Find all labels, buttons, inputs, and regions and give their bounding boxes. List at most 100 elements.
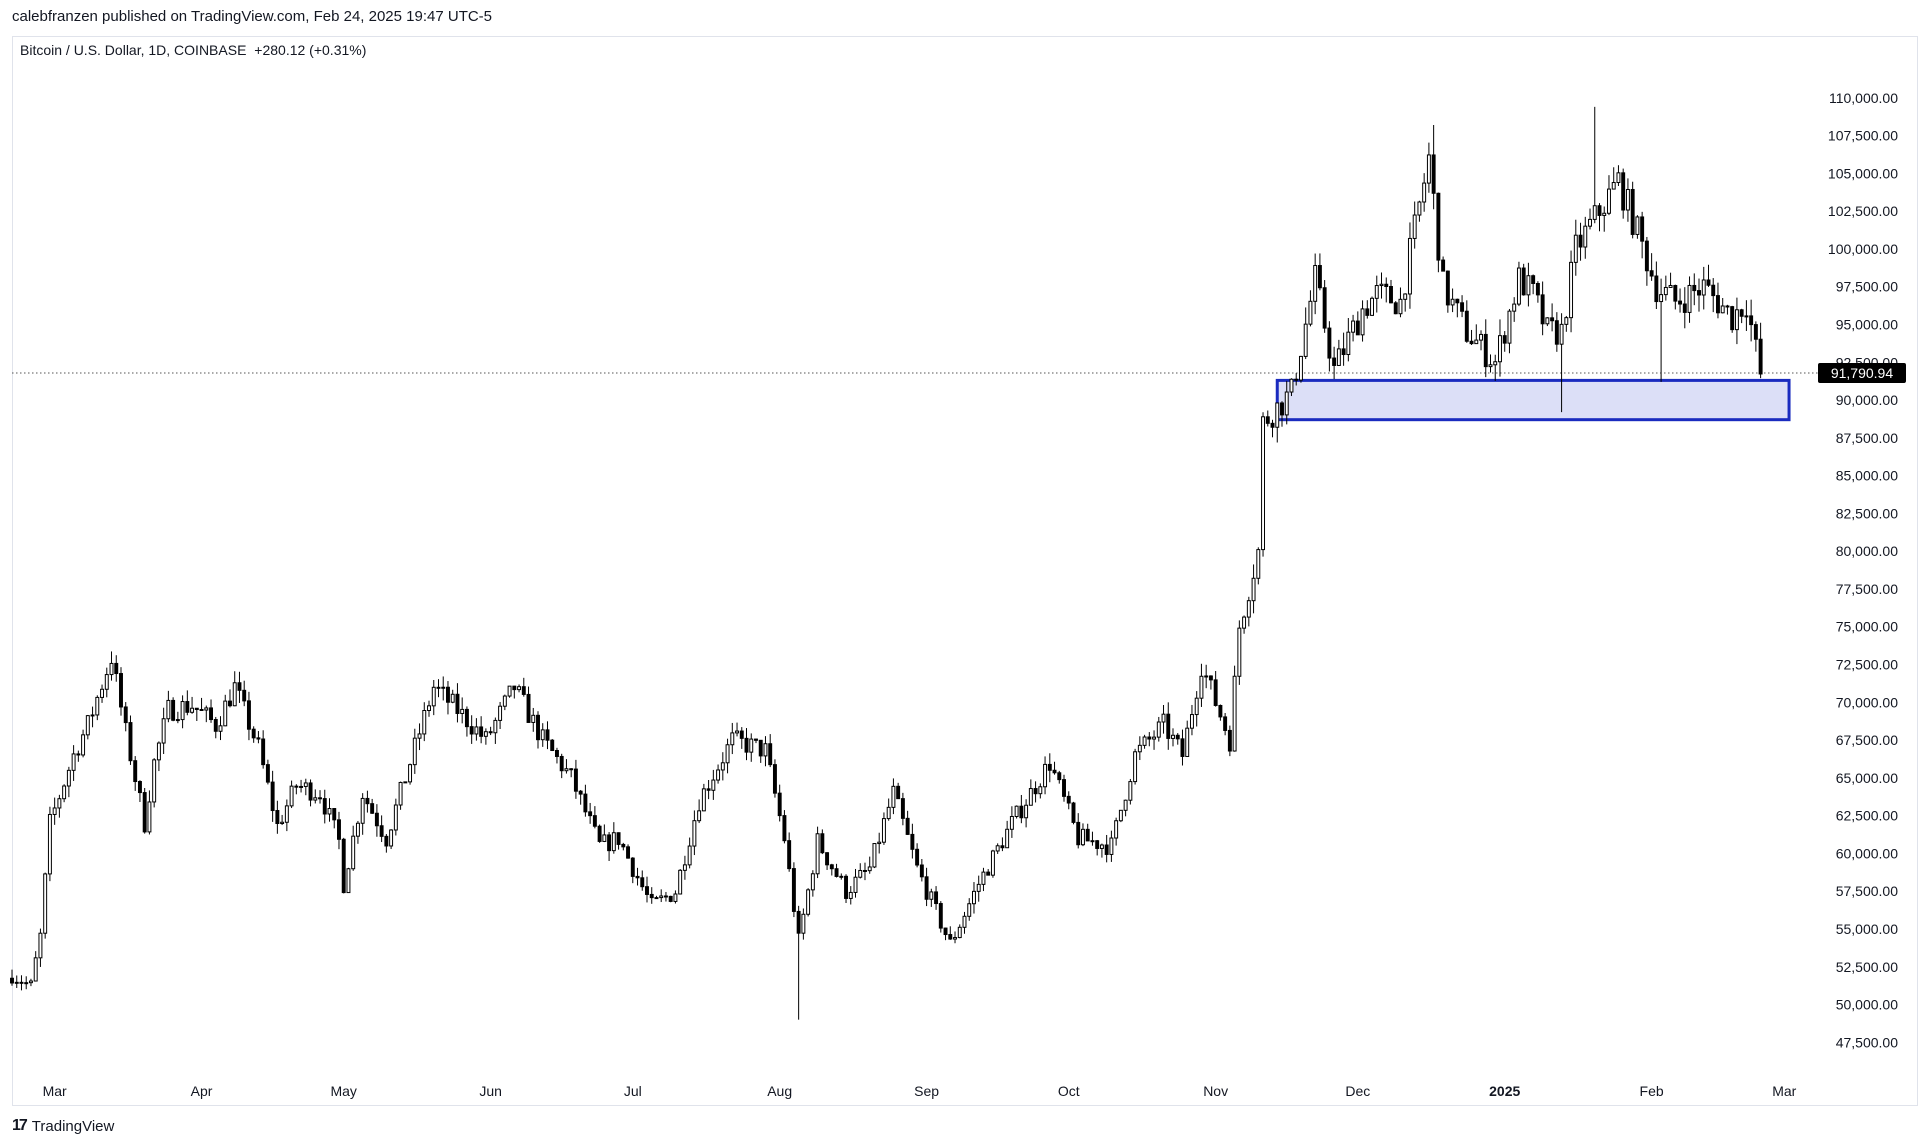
candle bbox=[1545, 317, 1550, 327]
candle bbox=[365, 790, 370, 813]
candle bbox=[829, 863, 834, 876]
candle bbox=[384, 834, 389, 853]
candle bbox=[1242, 615, 1247, 634]
candle bbox=[1384, 277, 1389, 303]
candle bbox=[1038, 783, 1043, 799]
tradingview-logo[interactable]: 17 TradingView bbox=[12, 1117, 114, 1135]
symbol-header[interactable]: Bitcoin / U.S. Dollar, 1D, COINBASE +280… bbox=[20, 42, 370, 58]
candle bbox=[858, 863, 863, 879]
candle bbox=[1005, 820, 1010, 849]
candle bbox=[152, 758, 157, 808]
candle bbox=[1450, 288, 1455, 313]
candle bbox=[1417, 200, 1422, 222]
candle bbox=[237, 671, 242, 703]
x-tick-label: Feb bbox=[1640, 1083, 1664, 1099]
candle bbox=[1426, 142, 1431, 193]
candle bbox=[1294, 373, 1299, 386]
candle bbox=[436, 679, 441, 698]
candle bbox=[483, 728, 488, 745]
candle bbox=[33, 951, 38, 982]
candle bbox=[213, 716, 218, 739]
candle bbox=[379, 815, 384, 843]
candle bbox=[796, 905, 801, 1020]
candle bbox=[697, 799, 702, 824]
candle bbox=[1246, 596, 1251, 627]
candle bbox=[995, 843, 1000, 854]
candle bbox=[692, 810, 697, 856]
candle bbox=[1668, 272, 1673, 288]
candle bbox=[474, 718, 479, 741]
candle bbox=[1313, 253, 1318, 315]
candle bbox=[1502, 331, 1507, 352]
candle bbox=[142, 787, 147, 834]
candle bbox=[228, 689, 232, 708]
y-tick-label: 105,000.00 bbox=[1828, 165, 1898, 181]
candle bbox=[919, 859, 924, 882]
candle bbox=[1379, 272, 1384, 299]
candle bbox=[24, 976, 29, 990]
candle bbox=[1365, 300, 1370, 319]
candle bbox=[346, 867, 351, 894]
candle bbox=[1720, 298, 1725, 314]
candle bbox=[47, 806, 52, 882]
price-axis[interactable]: 110,000.00 107,500.00 105,000.00 102,500.00… bbox=[1828, 90, 1898, 1051]
candle bbox=[1621, 168, 1626, 219]
candle bbox=[1526, 262, 1531, 307]
support-zone-box[interactable] bbox=[1275, 378, 1791, 422]
support-zone[interactable] bbox=[1275, 378, 1791, 422]
candle bbox=[1227, 725, 1232, 757]
candle bbox=[1085, 823, 1090, 842]
candle bbox=[1564, 315, 1569, 332]
candle bbox=[85, 714, 90, 740]
y-tick-label: 85,000.00 bbox=[1836, 468, 1898, 484]
x-tick-label: Jun bbox=[479, 1083, 502, 1099]
candle bbox=[1649, 253, 1654, 281]
candle bbox=[1498, 319, 1502, 377]
current-price-label: 91,790.94 bbox=[1818, 362, 1906, 383]
candle bbox=[711, 769, 716, 800]
candle bbox=[1734, 297, 1739, 345]
candle bbox=[678, 869, 683, 895]
candle bbox=[521, 677, 526, 697]
candle bbox=[934, 886, 939, 910]
candle bbox=[209, 699, 213, 723]
candle bbox=[1436, 192, 1441, 273]
candle bbox=[1218, 704, 1223, 721]
candle bbox=[621, 842, 626, 851]
candle bbox=[1507, 308, 1512, 354]
time-axis[interactable]: Mar Apr May Jun Jul Aug Sep Oct Nov Dec 2025 Feb Mar bbox=[43, 1083, 1797, 1099]
candle bbox=[720, 752, 725, 781]
candle bbox=[1535, 281, 1540, 303]
candle bbox=[1166, 702, 1171, 750]
candle bbox=[450, 689, 455, 704]
candle bbox=[754, 738, 758, 744]
candle bbox=[1147, 732, 1152, 747]
candle bbox=[744, 728, 749, 761]
candle bbox=[62, 784, 67, 803]
y-tick-label: 52,500.00 bbox=[1836, 959, 1898, 975]
candle bbox=[256, 731, 261, 744]
y-tick-label: 62,500.00 bbox=[1836, 808, 1898, 824]
candle bbox=[341, 837, 346, 894]
candle bbox=[66, 766, 71, 798]
candle bbox=[1199, 663, 1204, 707]
candle bbox=[1009, 806, 1014, 838]
y-tick-label: 50,000.00 bbox=[1836, 997, 1898, 1013]
logo-text: TradingView bbox=[31, 1117, 115, 1135]
candle bbox=[1114, 817, 1119, 846]
candle bbox=[602, 824, 607, 843]
y-tick-label: 75,000.00 bbox=[1836, 619, 1898, 635]
candle bbox=[493, 717, 498, 744]
candle bbox=[953, 931, 957, 944]
candle bbox=[1588, 208, 1592, 230]
candle bbox=[663, 891, 668, 902]
candle bbox=[313, 789, 318, 804]
y-tick-label: 100,000.00 bbox=[1828, 241, 1898, 257]
candle bbox=[1389, 279, 1393, 304]
candle bbox=[270, 770, 275, 822]
candle bbox=[1261, 412, 1266, 557]
candle bbox=[1265, 410, 1270, 427]
candle bbox=[1223, 713, 1228, 736]
candle bbox=[1355, 311, 1360, 336]
